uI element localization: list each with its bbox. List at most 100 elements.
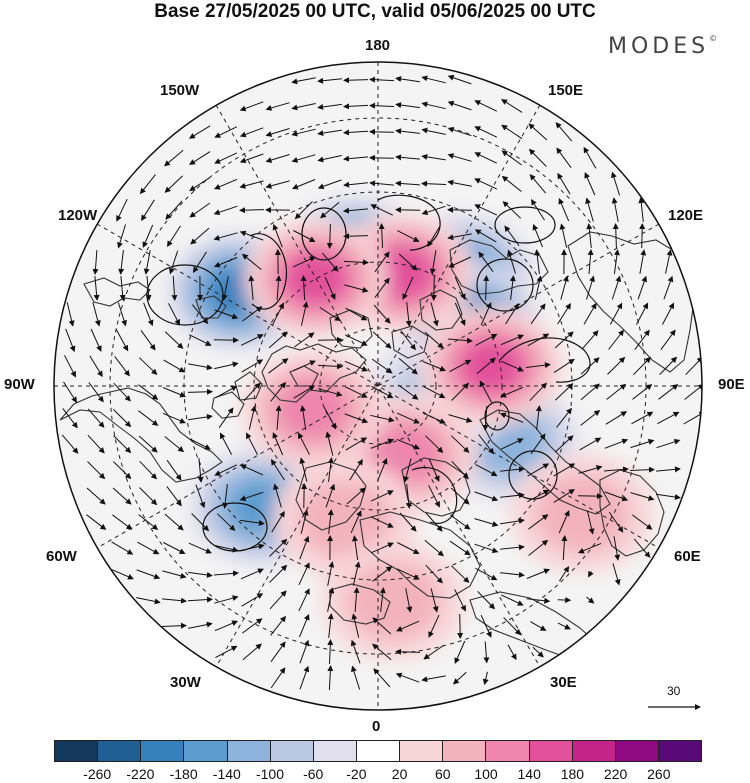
wind-arrow — [317, 77, 342, 84]
wind-arrow — [292, 360, 316, 372]
lon-label-90e: 90E — [718, 376, 745, 393]
wind-arrow — [608, 329, 625, 350]
wind-arrow — [448, 414, 473, 423]
wind-arrow — [344, 386, 368, 398]
wind-arrow — [395, 206, 421, 213]
wind-arrow — [343, 129, 369, 136]
wind-arrow — [345, 307, 368, 321]
wind-arrow — [317, 103, 342, 110]
wind-arrow — [114, 356, 130, 377]
wind-arrow — [480, 302, 492, 326]
wind-arrow — [139, 460, 157, 480]
wind-arrow — [527, 489, 550, 503]
wind-arrow — [603, 466, 629, 473]
wind-arrow — [195, 484, 206, 509]
wind-arrow — [553, 489, 575, 503]
lon-label-60w: 60W — [46, 548, 77, 565]
wind-arrow — [343, 77, 369, 84]
wind-arrow — [527, 333, 550, 347]
wind-arrow — [428, 614, 440, 638]
wind-arrow — [326, 223, 333, 249]
wind-arrow — [369, 76, 395, 83]
wind-arrow — [447, 233, 472, 241]
wind-arrow — [483, 641, 490, 664]
wind-arrow — [588, 570, 594, 578]
wind-arrow — [449, 540, 471, 556]
wind-arrow — [344, 334, 368, 346]
wind-arrow — [214, 620, 239, 632]
wind-arrow — [239, 180, 264, 189]
wind-arrow — [529, 174, 547, 194]
wind-arrow — [320, 201, 340, 219]
wind-arrow — [265, 180, 290, 189]
wind-arrow — [421, 127, 446, 135]
wind-arrow — [113, 461, 132, 480]
wind-arrow — [213, 232, 238, 241]
wind-arrow — [343, 103, 369, 110]
colorbar-swatch — [400, 741, 444, 761]
wind-arrow — [240, 519, 265, 526]
wind-arrow — [660, 329, 676, 350]
wind-arrow — [343, 233, 369, 240]
wind-arrow — [398, 357, 418, 375]
modes-logo: MODES© — [608, 34, 717, 59]
wind-arrow — [143, 302, 154, 327]
wind-arrow — [270, 459, 285, 481]
wind-arrow — [294, 332, 315, 348]
wind-arrow — [371, 358, 393, 374]
wind-arrow — [273, 483, 282, 508]
wind-arrow — [422, 361, 447, 372]
wind-arrow — [64, 355, 76, 378]
wind-arrow — [454, 589, 466, 612]
wind-arrow — [240, 464, 264, 476]
wind-arrow — [327, 587, 335, 612]
wind-arrow — [246, 432, 258, 455]
wind-arrow — [344, 413, 369, 424]
wind-arrow — [377, 457, 388, 482]
colorbar-swatch — [658, 741, 702, 761]
wind-arrow — [344, 284, 369, 293]
wind-arrow — [291, 103, 316, 111]
colorbar — [54, 740, 702, 762]
wind-arrow — [270, 381, 287, 402]
wind-arrow — [222, 484, 229, 509]
wind-arrow — [161, 597, 187, 604]
wind-arrow — [398, 253, 418, 271]
positive-contours — [249, 194, 591, 524]
lon-label-90w: 90W — [4, 376, 35, 393]
wind-arrow — [449, 359, 472, 373]
wind-arrow — [428, 485, 440, 508]
wind-arrow — [271, 510, 285, 533]
wind-arrow — [396, 412, 420, 424]
colorbar-tick-label: 60 — [435, 766, 451, 782]
wind-arrow — [447, 153, 472, 162]
wind-arrow — [501, 99, 523, 113]
wind-arrow — [629, 466, 655, 473]
wind-arrow — [656, 466, 681, 473]
wind-arrow — [405, 302, 412, 327]
wind-arrow — [112, 514, 133, 530]
wind-arrow — [500, 360, 524, 372]
wind-arrow — [164, 436, 185, 453]
wind-arrow — [327, 639, 334, 665]
wind-arrow — [62, 408, 78, 429]
wind-arrow — [163, 359, 186, 373]
wind-arrow — [474, 126, 498, 138]
wind-arrow — [457, 613, 464, 639]
wind-arrow — [87, 461, 106, 480]
wind-arrow — [164, 331, 184, 349]
colorbar-tick-label: 180 — [560, 766, 585, 782]
wind-arrow — [214, 361, 239, 370]
wind-arrow — [214, 152, 238, 164]
wind-arrow — [554, 331, 574, 349]
wind-arrow — [372, 331, 392, 349]
wind-arrow — [578, 465, 603, 474]
wind-arrow — [530, 621, 547, 631]
wind-arrow — [529, 382, 547, 402]
wind-arrow — [553, 463, 576, 477]
wind-arrow — [323, 407, 337, 430]
wind-arrow — [454, 640, 466, 664]
wind-arrow — [189, 438, 211, 450]
wind-arrow — [300, 275, 307, 301]
wind-arrow — [501, 175, 522, 192]
